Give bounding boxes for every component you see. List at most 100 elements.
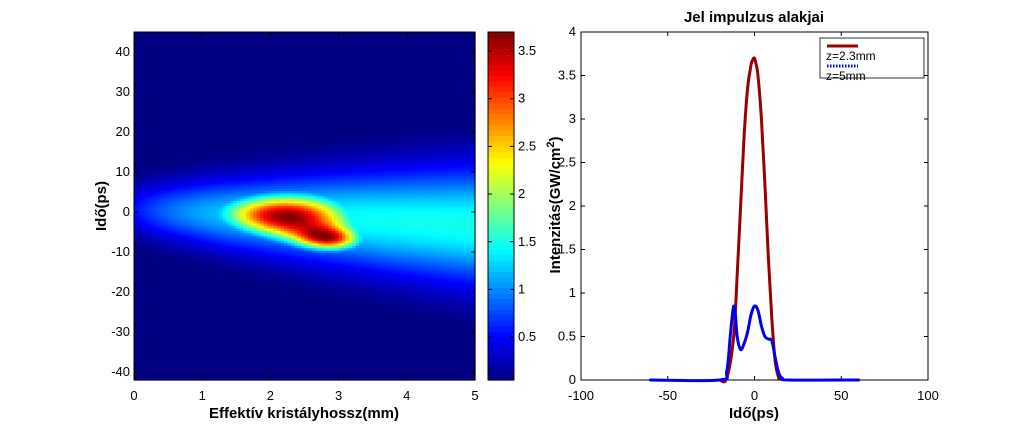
heatmap-cell (215, 133, 220, 137)
heatmap-cell (191, 56, 196, 60)
heatmap-cell (253, 86, 258, 90)
heatmap-cell (191, 322, 196, 326)
heatmap-cell (243, 288, 248, 292)
heatmap-cell (178, 166, 183, 170)
heatmap-cell (178, 315, 183, 319)
heatmap-cell (229, 230, 234, 234)
heatmap-cell (191, 307, 196, 311)
heatmap-cell (246, 181, 251, 185)
heatmap-cell (174, 136, 179, 140)
heatmap-cell (246, 91, 251, 95)
heatmap-cell (253, 228, 258, 232)
heatmap-cell (168, 173, 173, 177)
heatmap-cell (253, 96, 258, 100)
heatmap-cell (151, 347, 156, 351)
heatmap-cell (157, 101, 162, 105)
heatmap-cell (140, 128, 145, 133)
heatmap-cell (232, 240, 237, 244)
heatmap-cell (161, 163, 166, 167)
heatmap-cell (161, 213, 166, 217)
heatmap-cell (171, 235, 176, 239)
heatmap-cell (168, 94, 173, 98)
heatmap-cell (239, 285, 244, 289)
heatmap-cell (243, 322, 248, 326)
heatmap-cell (229, 56, 234, 60)
heatmap-cell (195, 375, 200, 379)
heatmap-cell (157, 288, 162, 292)
heatmap-cell (232, 337, 237, 341)
heatmap-cell (168, 66, 173, 70)
heatmap-cell (144, 228, 149, 232)
heatmap-cell (185, 345, 190, 349)
heatmap-cell (212, 302, 217, 307)
heatmap-cell (205, 32, 210, 36)
heatmap-cell (219, 106, 224, 110)
heatmap-cell (239, 315, 244, 319)
heatmap-cell (243, 307, 248, 311)
heatmap-cell (202, 166, 207, 170)
heatmap-cell (134, 377, 139, 381)
heatmap-cell (144, 305, 149, 309)
heatmap-cell (174, 335, 179, 339)
heatmap-cell (243, 275, 248, 279)
heatmap-cell (174, 203, 179, 207)
heatmap-cell (219, 173, 224, 177)
heatmap-cell (168, 208, 173, 212)
heatmap-cell (171, 41, 176, 46)
heatmap-cell (161, 131, 166, 135)
heatmap-cell (147, 220, 152, 224)
heatmap-cell (249, 128, 254, 133)
heatmap-cell (181, 148, 186, 152)
heatmap-cell (236, 84, 241, 88)
heatmap-cell (144, 46, 149, 50)
heatmap-cell (191, 258, 196, 262)
heatmap-cell (222, 171, 227, 175)
heatmap-cell (236, 312, 241, 316)
heatmap-cell (185, 51, 190, 55)
heatmap-cell (195, 370, 200, 374)
heatmap-cell (219, 96, 224, 100)
heatmap-cell (232, 41, 237, 46)
heatmap-cell (157, 300, 162, 304)
heatmap-cell (226, 171, 231, 175)
heatmap-cell (168, 327, 173, 331)
heatmap-cell (140, 210, 145, 215)
heatmap-cell (168, 278, 173, 282)
heatmap-cell (161, 377, 166, 381)
heatmap-cell (137, 111, 142, 115)
heatmap-cell (171, 305, 176, 309)
heatmap-cell (174, 104, 179, 108)
heatmap-cell (198, 365, 203, 369)
heatmap-cell (171, 196, 176, 200)
heatmap-cell (181, 365, 186, 369)
heatmap-cell (219, 46, 224, 50)
heatmap-cell (161, 283, 166, 287)
heatmap-cell (202, 158, 207, 162)
heatmap-cell (198, 49, 203, 53)
heatmap-cell (171, 220, 176, 224)
heatmap-cell (236, 196, 241, 200)
heatmap-cell (226, 188, 231, 192)
heatmap-cell (249, 193, 254, 197)
heatmap-cell (191, 173, 196, 177)
heatmap-cell (161, 178, 166, 182)
heatmap-cell (147, 106, 152, 110)
heatmap-cell (188, 315, 193, 319)
heatmap-cell (188, 278, 193, 282)
heatmap-cell (185, 275, 190, 279)
heatmap-cell (154, 260, 159, 264)
heatmap-cell (215, 330, 220, 334)
heatmap-cell (144, 312, 149, 316)
heatmap-cell (161, 320, 166, 324)
heatmap-cell (174, 96, 179, 100)
heatmap-cell (188, 176, 193, 180)
heatmap-cell (222, 245, 227, 249)
heatmap-cell (212, 273, 217, 277)
heatmap-cell (205, 238, 210, 242)
heatmap-cell (209, 290, 214, 294)
heatmap-cell (154, 94, 159, 98)
heatmap-cell (236, 94, 241, 98)
heatmap-cell (168, 315, 173, 319)
heatmap-cell (195, 193, 200, 197)
heatmap-cell (154, 315, 159, 319)
